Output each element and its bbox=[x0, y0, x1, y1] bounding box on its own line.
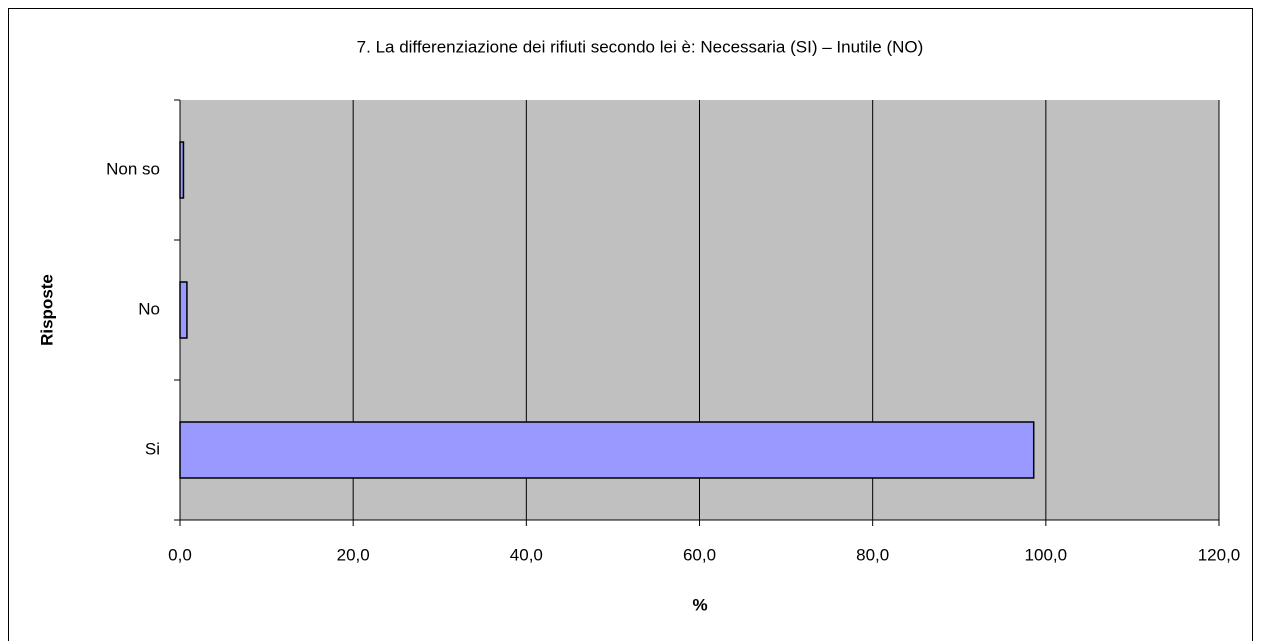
bar bbox=[179, 281, 188, 339]
x-tick-label: 40,0 bbox=[510, 545, 543, 564]
x-tick-label: 0,0 bbox=[168, 545, 192, 564]
chart-title: 7. La differenziazione dei rifiuti secon… bbox=[357, 37, 924, 56]
x-axis-label: % bbox=[692, 595, 707, 614]
y-tick-label: No bbox=[138, 299, 160, 318]
bar bbox=[179, 141, 185, 199]
bar bbox=[179, 421, 1035, 479]
x-tick-label: 60,0 bbox=[683, 545, 716, 564]
x-tick-label: 20,0 bbox=[337, 545, 370, 564]
x-tick-label: 100,0 bbox=[1025, 545, 1068, 564]
x-tick-label: 80,0 bbox=[856, 545, 889, 564]
y-axis-label: Risposte bbox=[37, 274, 56, 346]
x-tick-label: 120,0 bbox=[1198, 545, 1241, 564]
y-tick-label: Si bbox=[145, 439, 160, 458]
y-tick-label: Non so bbox=[106, 159, 160, 178]
